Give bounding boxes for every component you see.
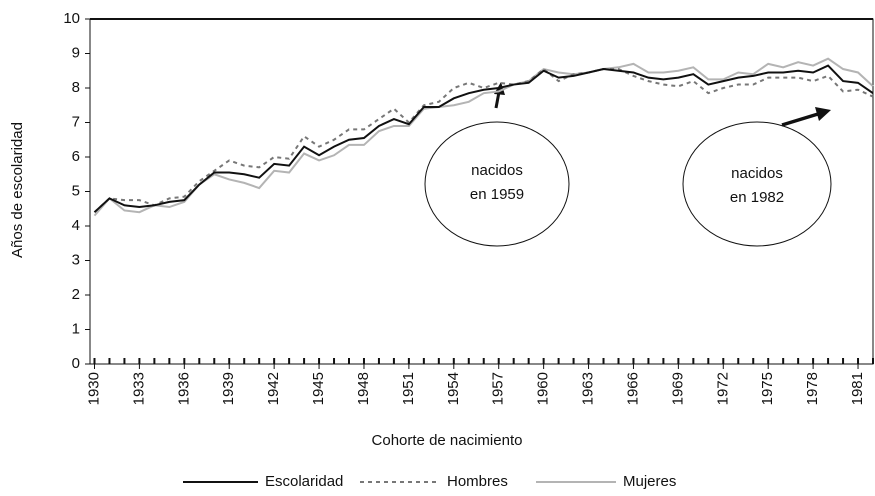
arrow-head bbox=[815, 107, 831, 121]
x-tick-label: 1972 bbox=[714, 372, 731, 405]
x-axis-label: Cohorte de nacimiento bbox=[372, 432, 523, 449]
x-tick-label: 1960 bbox=[535, 372, 552, 405]
x-tick-label: 1966 bbox=[624, 372, 641, 405]
annotation: nacidos bbox=[471, 162, 523, 179]
annotation: nacidos bbox=[731, 165, 783, 182]
x-tick-label: 1969 bbox=[669, 372, 686, 405]
y-axis-label: Años de escolaridad bbox=[9, 122, 26, 258]
x-tick-label: 1963 bbox=[580, 372, 597, 405]
x-tick-label: 1954 bbox=[445, 372, 462, 405]
line-series bbox=[93, 57, 874, 217]
x-tick-label: 1939 bbox=[220, 372, 237, 405]
y-tick-label: 3 bbox=[72, 251, 80, 268]
x-tick-label: 1978 bbox=[804, 372, 821, 405]
x-tick-label: 1930 bbox=[85, 372, 102, 405]
y-tick-label: 4 bbox=[72, 217, 80, 234]
y-tick-label: 7 bbox=[72, 113, 80, 130]
legend-label: Mujeres bbox=[623, 473, 676, 490]
legend-label: Hombres bbox=[447, 473, 508, 490]
x-tick-label: 1942 bbox=[265, 372, 282, 405]
x-tick-label: 1957 bbox=[490, 372, 507, 405]
y-tick-label: 2 bbox=[72, 286, 80, 303]
arrows bbox=[494, 82, 831, 127]
x-tick-label: 1936 bbox=[175, 372, 192, 405]
x-tick-label: 1951 bbox=[400, 372, 417, 405]
y-tick-label: 9 bbox=[72, 44, 80, 61]
y-tick-label: 8 bbox=[72, 79, 80, 96]
y-tick-label: 10 bbox=[63, 10, 80, 27]
x-tick-label: 1933 bbox=[130, 372, 147, 405]
annotation-ellipse bbox=[424, 121, 570, 247]
x-tick-label: 1981 bbox=[849, 372, 866, 405]
arrow bbox=[494, 91, 501, 109]
y-tick-label: 1 bbox=[72, 320, 80, 337]
legend-label: Escolaridad bbox=[265, 473, 343, 490]
y-tick-label: 5 bbox=[72, 182, 80, 199]
y-tick-label: 0 bbox=[72, 355, 80, 372]
x-tick-label: 1975 bbox=[759, 372, 776, 405]
annotation: en 1982 bbox=[730, 189, 784, 206]
annotation-ellipse bbox=[682, 121, 832, 247]
annotation: en 1959 bbox=[470, 186, 524, 203]
x-tick-label: 1948 bbox=[355, 372, 372, 405]
arrow bbox=[781, 112, 819, 127]
x-tick-label: 1945 bbox=[310, 372, 327, 405]
y-tick-label: 6 bbox=[72, 148, 80, 165]
line-series bbox=[93, 64, 874, 213]
